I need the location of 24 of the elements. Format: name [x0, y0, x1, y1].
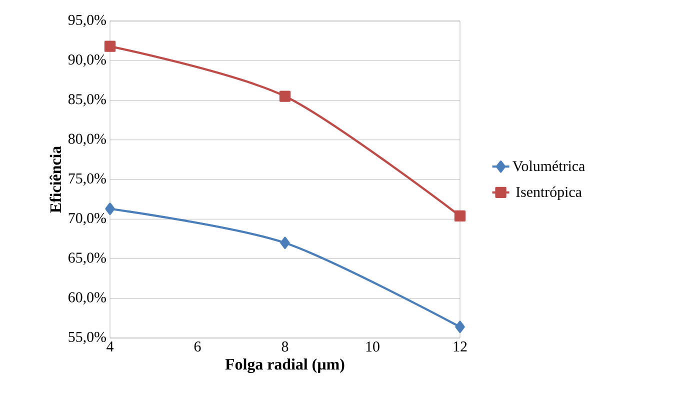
y-tick-label: 90,0%: [68, 54, 106, 67]
point: [279, 90, 291, 102]
legend-label: Isentrópica: [516, 186, 582, 200]
y-tick-label: 95,0%: [68, 14, 106, 28]
y-tick-label: 55,0%: [68, 332, 106, 344]
y-axis-title: Eficiência: [50, 146, 62, 213]
y-tick-label: 80,0%: [68, 134, 106, 146]
point: [105, 202, 115, 215]
x-tick-label: 10: [366, 342, 380, 352]
y-tick-label: 65,0%: [68, 252, 106, 265]
x-axis-title: Folga radial (µm): [225, 358, 344, 374]
x-tick-label: 12: [454, 342, 467, 352]
y-tick-label: 85,0%: [68, 94, 106, 106]
point: [454, 210, 466, 222]
x-tick-label: 6: [194, 342, 201, 352]
y-tick-label: 75,0%: [68, 173, 106, 186]
x-tick-label: 4: [106, 342, 114, 352]
y-tick-label: 60,0%: [68, 292, 106, 304]
x-tick-label: 8: [282, 342, 288, 352]
point: [104, 40, 116, 52]
y-tick-label: 70,0%: [68, 213, 106, 226]
legend-label: Volumétrica: [512, 160, 585, 172]
point: [455, 320, 465, 333]
point: [280, 236, 290, 249]
